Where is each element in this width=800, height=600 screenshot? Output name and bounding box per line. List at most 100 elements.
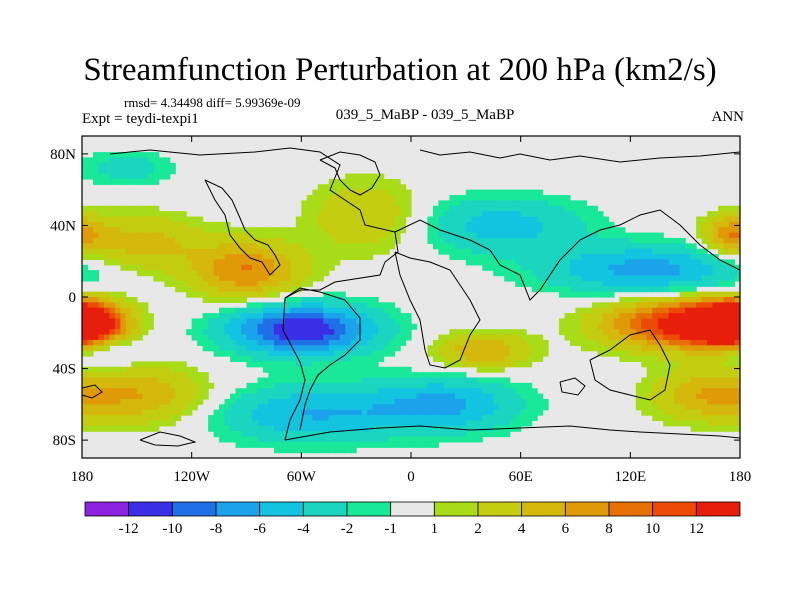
field-cell (350, 404, 357, 411)
field-cell (400, 200, 407, 207)
field-cell (389, 334, 396, 341)
field-cell (652, 307, 659, 314)
field-cell (383, 205, 390, 212)
field-cell (438, 216, 445, 223)
field-cell (92, 254, 100, 261)
field-cell (487, 431, 494, 438)
field-cell (537, 254, 544, 261)
field-cell (290, 243, 297, 250)
field-cell (482, 361, 489, 368)
field-cell (619, 339, 626, 346)
field-cell (416, 441, 423, 448)
field-cell (707, 237, 714, 244)
field-cell (476, 404, 483, 411)
field-cell (114, 393, 121, 400)
field-cell (564, 216, 571, 223)
field-cell (131, 157, 138, 164)
field-cell (641, 232, 648, 239)
field-cell (608, 264, 615, 271)
field-cell (317, 323, 324, 330)
field-cell (696, 345, 703, 352)
field-cell (526, 409, 533, 416)
field-cell (334, 227, 341, 234)
field-cell (306, 329, 313, 336)
field-cell (646, 318, 653, 325)
field-cell (668, 313, 675, 320)
field-cell (679, 404, 686, 411)
field-cell (559, 323, 566, 330)
field-cell (142, 173, 149, 180)
field-cell (613, 286, 620, 293)
field-cell (624, 356, 631, 362)
field-cell (372, 195, 379, 201)
field-cell (136, 211, 143, 218)
field-cell (339, 302, 346, 309)
field-cell (120, 415, 127, 422)
field-cell (339, 184, 346, 191)
field-cell (169, 275, 176, 282)
field-cell (378, 388, 385, 395)
field-cell (279, 431, 286, 438)
field-cell (383, 425, 390, 432)
field-cell (295, 377, 302, 384)
field-cell (131, 264, 138, 271)
field-cell (400, 211, 407, 218)
field-cell (542, 345, 549, 352)
field-cell (169, 388, 176, 395)
field-cell (454, 350, 461, 357)
field-cell (131, 318, 138, 325)
field-cell (230, 259, 237, 266)
field-cell (350, 329, 357, 336)
field-cell (301, 441, 308, 448)
field-cell (553, 248, 560, 255)
field-cell (696, 334, 703, 341)
field-cell (224, 313, 231, 320)
field-cell (690, 393, 697, 400)
field-cell (109, 297, 116, 303)
field-cell (707, 264, 714, 271)
field-cell (696, 297, 703, 303)
field-cell (608, 329, 615, 336)
field-cell (367, 200, 374, 207)
field-cell (657, 254, 664, 261)
field-cell (301, 259, 308, 266)
field-cell (339, 431, 346, 438)
field-cell (624, 329, 631, 336)
field-cell (345, 356, 352, 362)
field-cell (465, 329, 472, 336)
field-cell (690, 366, 697, 373)
field-cell (180, 232, 187, 239)
field-cell (235, 323, 242, 330)
field-cell (460, 216, 467, 223)
field-cell (279, 356, 286, 362)
field-cell (383, 195, 390, 201)
field-cell (251, 398, 259, 405)
field-cell (718, 420, 725, 427)
field-cell (602, 329, 609, 336)
field-cell (350, 189, 357, 196)
field-cell (82, 243, 89, 250)
field-cell (158, 243, 165, 250)
field-cell (175, 243, 182, 250)
field-cell (712, 280, 719, 287)
field-cell (230, 307, 237, 314)
field-cell (246, 398, 253, 405)
field-cell (334, 195, 341, 201)
field-cell (114, 291, 121, 298)
field-cell (515, 237, 522, 244)
field-cell (652, 366, 659, 373)
field-cell (674, 259, 681, 266)
field-cell (284, 345, 291, 352)
field-cell (103, 297, 111, 303)
field-cell (619, 345, 626, 352)
field-cell (564, 275, 571, 282)
field-cell (367, 366, 374, 373)
field-cell (361, 377, 368, 384)
field-cell (531, 211, 538, 218)
field-cell (405, 382, 412, 389)
field-cell (646, 377, 653, 384)
field-cell (465, 248, 472, 255)
field-cell (125, 366, 132, 373)
field-cell (197, 323, 204, 330)
field-cell (262, 259, 270, 266)
